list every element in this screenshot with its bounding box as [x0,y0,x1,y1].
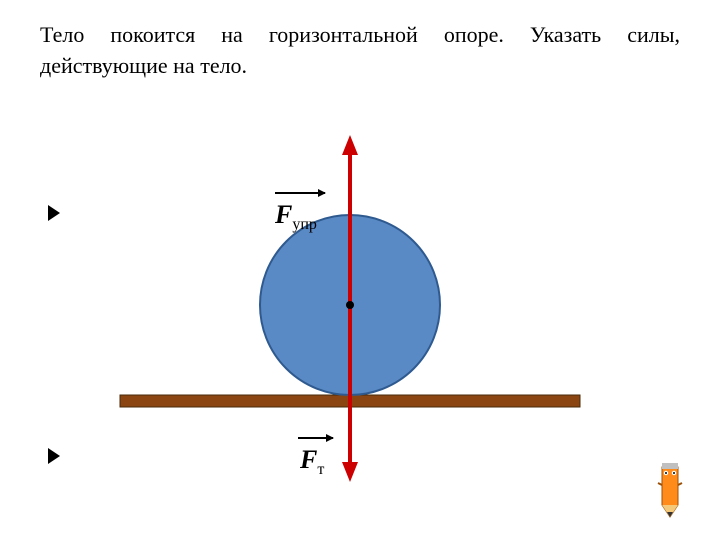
pencil-icon [650,455,690,525]
label-f-t-main: F [300,445,317,474]
force-arrowhead-up [342,135,358,155]
vector-bar-ft [298,437,333,439]
physics-diagram [0,0,720,540]
bullet-marker [48,205,60,221]
label-f-upr-sub: упр [292,216,317,233]
force-arrowhead-down [342,462,358,482]
label-f-t: Fт [300,445,324,479]
label-f-t-sub: т [317,461,324,478]
label-f-upr-main: F [275,200,292,229]
label-f-upr: Fупр [275,200,317,234]
vector-bar-fupr [275,192,325,194]
bullet-marker [48,448,60,464]
center-dot [346,301,354,309]
